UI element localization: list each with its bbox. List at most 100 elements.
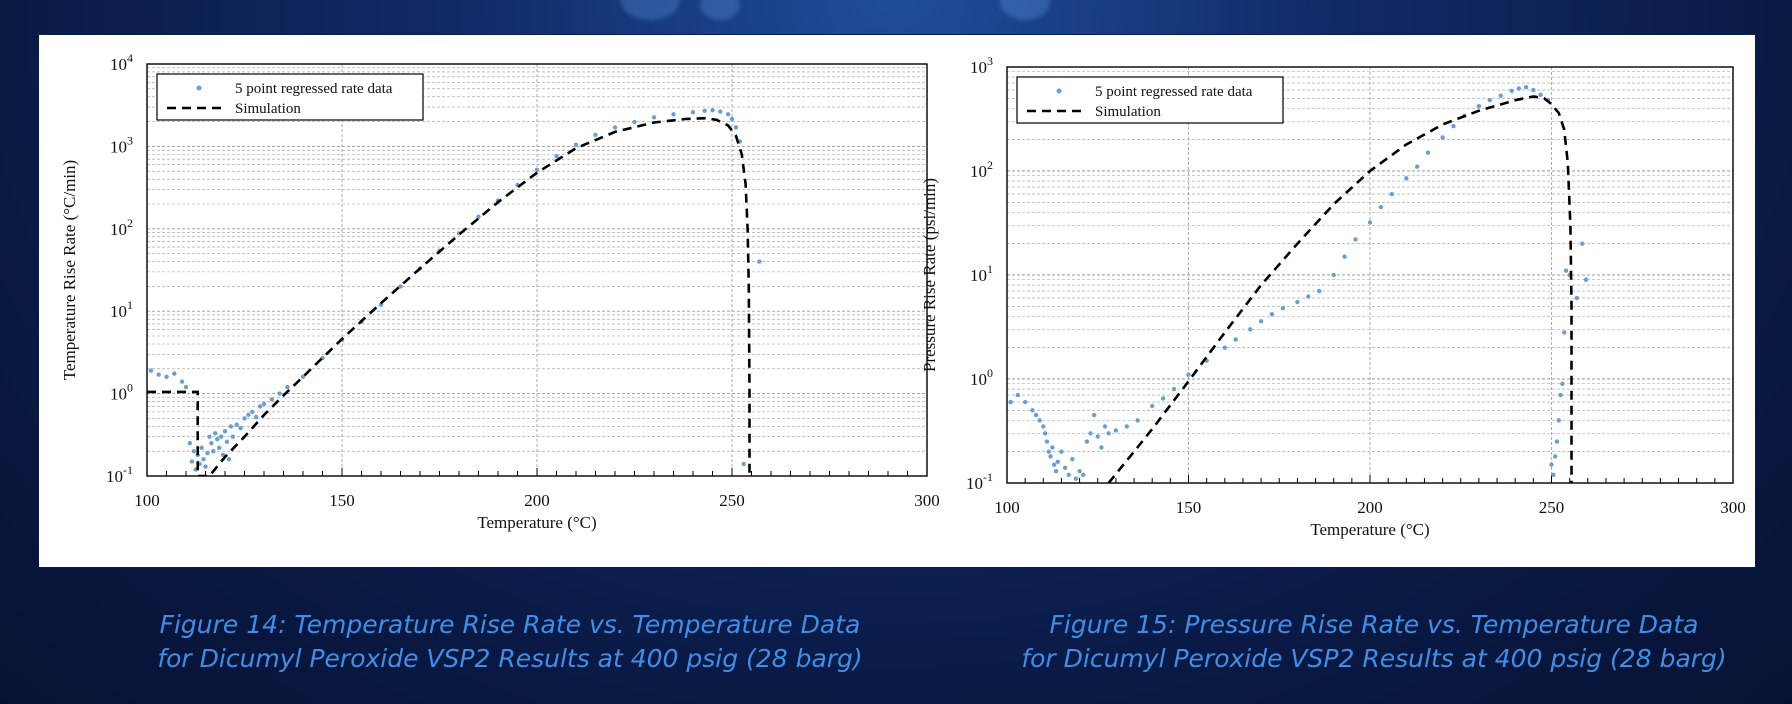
y-tick-label: 102	[970, 158, 993, 181]
y-tick-label: 103	[970, 54, 993, 77]
x-tick-label: 150	[329, 491, 355, 510]
data-layer	[147, 107, 762, 476]
data-point	[1258, 318, 1264, 324]
data-point	[1574, 295, 1580, 301]
data-point	[1440, 135, 1445, 140]
data-point	[1073, 476, 1079, 481]
data-point	[228, 424, 234, 429]
data-point	[246, 412, 251, 418]
data-point	[1222, 345, 1228, 350]
y-tick-label: 100	[970, 366, 993, 389]
legend-marker-data	[196, 85, 202, 91]
chart-1: 100 150 200 250 30010-1100101102103104Temper…	[60, 51, 940, 532]
data-point	[1046, 449, 1051, 454]
caption-line-1: Figure 14: Temperature Rise Rate vs. Tem…	[159, 610, 861, 639]
y-tick-label: 104	[110, 51, 133, 74]
data-point	[179, 379, 185, 384]
data-point	[1516, 86, 1522, 91]
data-point	[148, 368, 154, 373]
data-point	[632, 119, 637, 125]
data-point	[1015, 392, 1021, 398]
data-point	[612, 125, 618, 130]
legend-label-simulation: Simulation	[235, 101, 301, 117]
data-point	[1295, 299, 1300, 305]
data-point	[1171, 386, 1177, 392]
data-point	[215, 436, 220, 442]
chart-panel: 100 150 200 250 300 10-1 100 101 102 103 104 Temper…	[38, 34, 1756, 568]
data-point	[211, 448, 216, 454]
data-point	[1538, 92, 1543, 98]
data-point	[702, 108, 707, 114]
background-bokeh	[1000, 0, 1050, 20]
data-point	[710, 107, 715, 113]
data-point	[1551, 472, 1556, 477]
legend: 5 point regressed rate data Simulation	[1016, 76, 1284, 124]
data-point	[1150, 403, 1155, 409]
data-point	[1099, 445, 1104, 450]
data-point	[1048, 454, 1053, 459]
data-point	[1498, 93, 1503, 98]
data-point	[1186, 372, 1191, 377]
y-tick-label: 103	[110, 133, 133, 156]
data-point	[1378, 204, 1384, 210]
data-point	[1523, 84, 1529, 90]
data-point	[1331, 272, 1336, 278]
legend-marker-data	[1056, 88, 1062, 94]
data-point	[1353, 237, 1358, 242]
data-point	[1476, 103, 1482, 109]
data-point	[1033, 412, 1039, 418]
legend-label-data: 5 point regressed rate data	[1095, 84, 1253, 100]
background-bokeh	[700, 0, 740, 20]
data-point	[1583, 277, 1589, 282]
data-point	[1560, 381, 1565, 386]
x-axis-label: Temperature (°C)	[1310, 520, 1429, 539]
data-point	[1042, 431, 1048, 436]
data-point	[191, 448, 196, 454]
x-tick-label: 100	[134, 491, 160, 510]
chart-2: 100 150 200 250 30010-1100101102103Temperatu…	[920, 54, 1746, 539]
caption-line-2: for Dicumyl Peroxide VSP2 Results at 400…	[157, 644, 863, 673]
data-point	[218, 434, 224, 439]
data-point	[573, 142, 579, 147]
data-point	[1044, 439, 1050, 444]
data-point	[1233, 337, 1238, 342]
y-tick-label: 10-1	[966, 470, 993, 493]
y-tick-label: 102	[110, 216, 133, 239]
x-tick-label: 100	[994, 498, 1020, 517]
data-point	[1070, 456, 1075, 462]
data-point	[1549, 462, 1554, 467]
data-point	[183, 384, 189, 390]
data-point	[1050, 445, 1055, 450]
data-point	[207, 434, 212, 439]
data-point	[261, 401, 267, 407]
data-point	[205, 450, 210, 456]
data-point	[534, 167, 540, 173]
x-tick-label: 150	[1176, 498, 1202, 517]
data-point	[1342, 254, 1347, 259]
data-point	[1095, 434, 1100, 439]
x-tick-label: 300	[914, 491, 940, 510]
data-point	[593, 132, 598, 138]
data-point	[226, 456, 232, 462]
data-point	[234, 422, 239, 427]
data-point	[554, 154, 559, 159]
data-point	[201, 456, 206, 462]
x-tick-label: 250	[1539, 498, 1565, 517]
charts-canvas: 100 150 200 250 30010-1100101102103104Temper…	[60, 51, 1746, 539]
y-tick-label: 100	[110, 381, 133, 404]
data-point	[172, 371, 177, 376]
data-point	[1248, 327, 1253, 332]
data-point	[1562, 330, 1567, 335]
caption-line-1: Figure 15: Pressure Rise Rate vs. Temper…	[1049, 610, 1699, 639]
data-point	[1055, 459, 1061, 464]
data-point	[725, 112, 731, 117]
data-point	[1077, 468, 1082, 474]
data-point	[1037, 418, 1042, 423]
data-point	[690, 110, 696, 115]
data-point	[1563, 268, 1569, 273]
data-point	[230, 434, 235, 439]
data-point	[1041, 424, 1046, 429]
data-point	[222, 428, 228, 434]
data-point	[757, 259, 762, 264]
data-point	[203, 464, 208, 469]
